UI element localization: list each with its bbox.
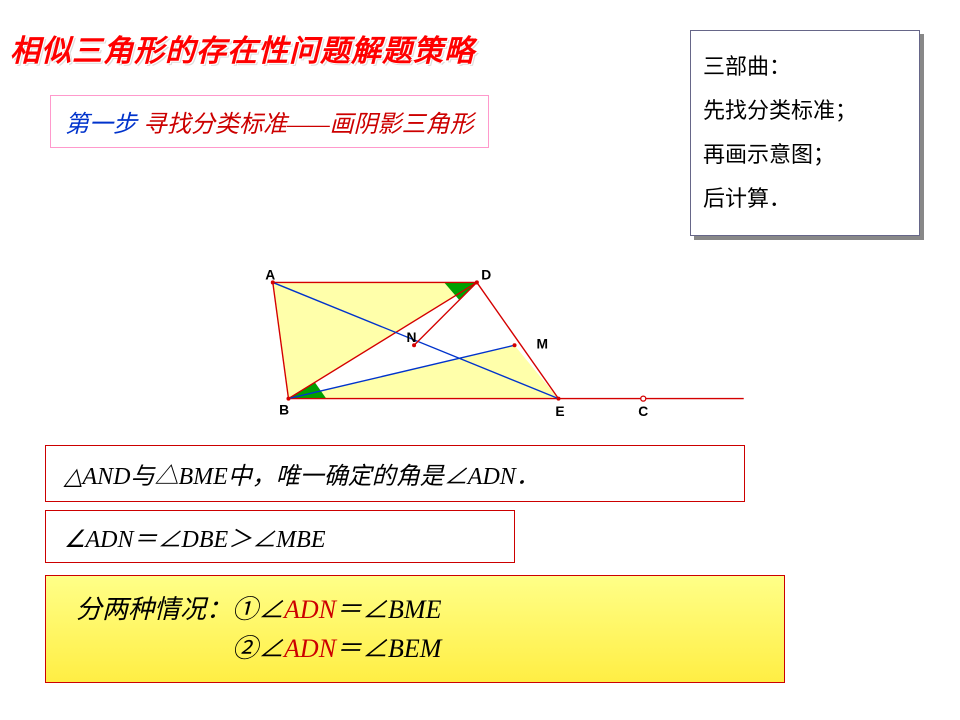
text: BEM: [388, 634, 441, 663]
text: ＞∠: [228, 527, 276, 553]
text: ＝∠: [336, 595, 388, 624]
cases-box: 分两种情况：①∠ADN＝∠BME 分两种情况：②∠ADN＝∠BEM: [45, 575, 785, 683]
svg-text:C: C: [638, 403, 648, 419]
text: ADN: [284, 634, 336, 663]
text: MBE: [276, 527, 325, 553]
text: BME: [178, 464, 227, 490]
text: ．: [516, 464, 540, 490]
text: ∠: [64, 527, 86, 553]
text: BME: [388, 595, 441, 624]
text: 分两种情况：: [76, 595, 232, 624]
statement-box-2: ∠ADN＝∠DBE＞∠MBE: [45, 510, 515, 563]
geometry-diagram: A D B E C N M: [70, 160, 890, 430]
step-prefix: 第一步: [65, 112, 137, 138]
svg-text:E: E: [555, 403, 564, 419]
side-line: 三部曲：: [703, 45, 907, 89]
statement-box-1: △AND与△BME中，唯一确定的角是∠ADN．: [45, 445, 745, 502]
step-box: 第一步 寻找分类标准——画阴影三角形: [50, 95, 489, 148]
text: ②∠: [232, 634, 284, 663]
text: ADN: [284, 595, 336, 624]
text: DBE: [182, 527, 229, 553]
side-line: 先找分类标准；: [703, 89, 907, 133]
text: ADN: [86, 527, 134, 553]
text: ＝∠: [134, 527, 182, 553]
text: 中，唯一确定的角是∠: [228, 464, 468, 490]
text: ADN: [468, 464, 516, 490]
text: ＝∠: [336, 634, 388, 663]
text: ①∠: [232, 595, 284, 624]
svg-text:B: B: [279, 401, 289, 417]
svg-text:D: D: [481, 266, 491, 282]
text: △: [64, 464, 82, 490]
svg-text:A: A: [265, 266, 275, 282]
step-body: 寻找分类标准——画阴影三角形: [143, 112, 474, 138]
text: AND: [82, 464, 130, 490]
svg-text:M: M: [537, 335, 549, 351]
text: 与△: [130, 464, 178, 490]
page-title: 相似三角形的存在性问题解题策略: [10, 26, 475, 70]
svg-text:N: N: [407, 329, 417, 345]
